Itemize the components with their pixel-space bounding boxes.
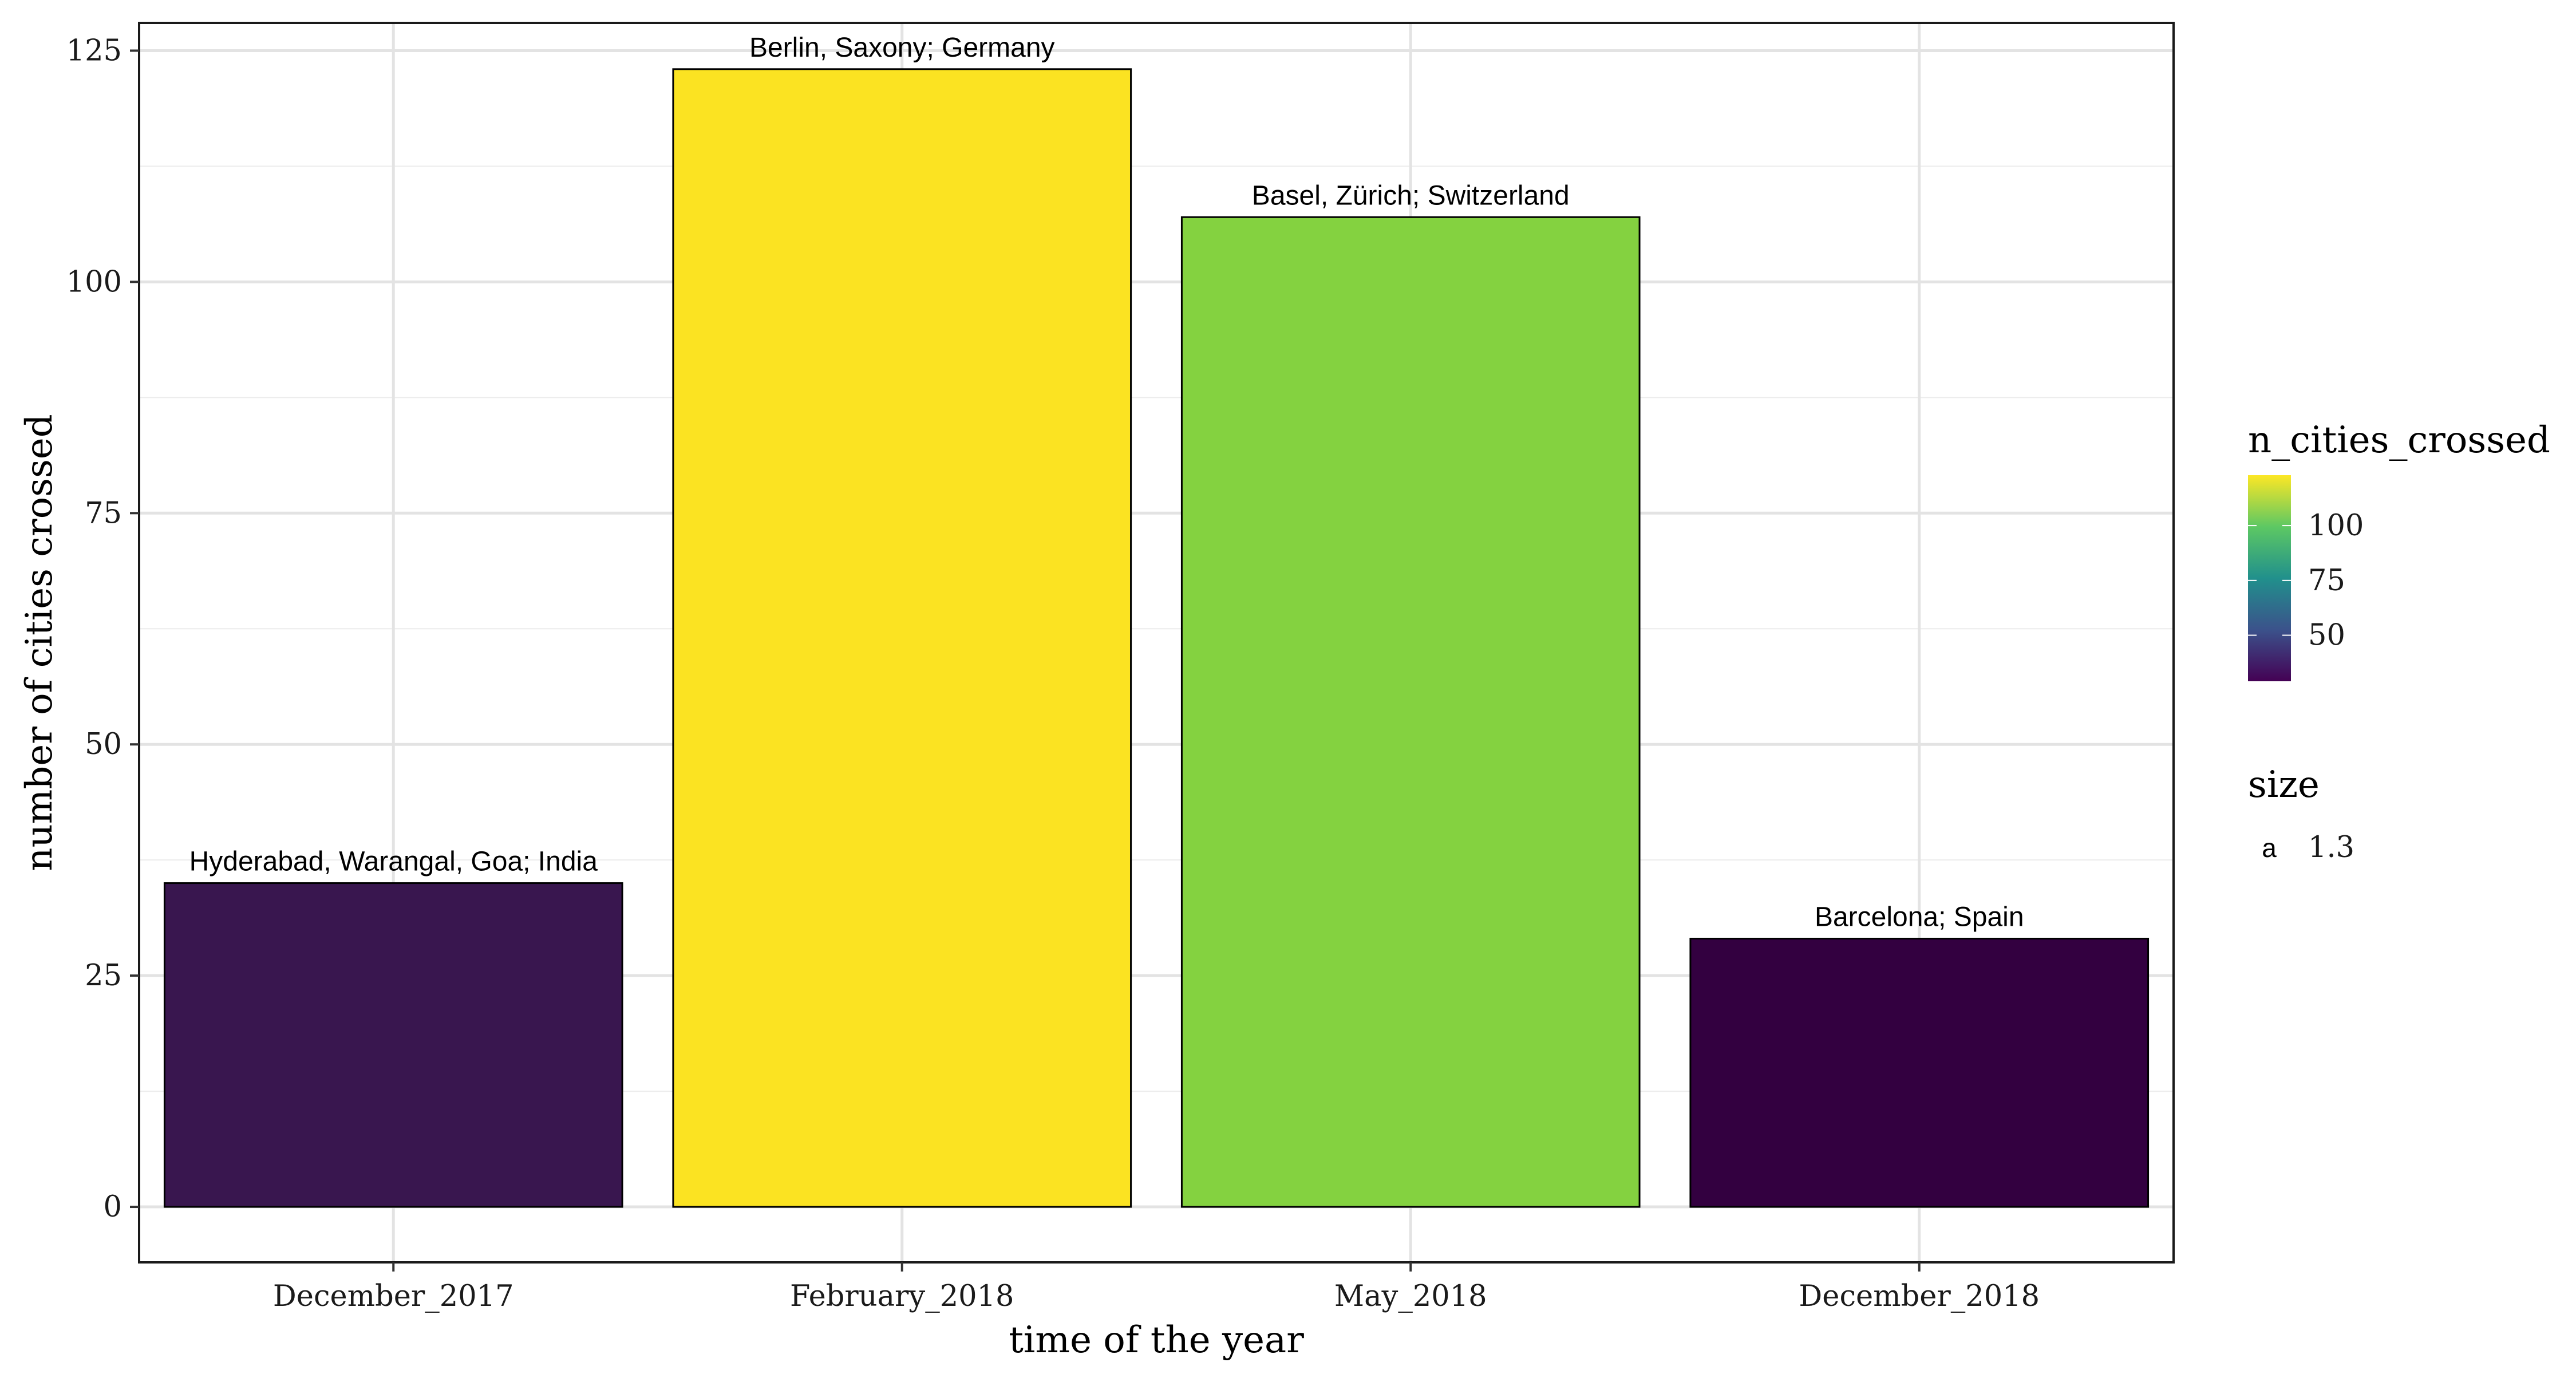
bar-data-label: Berlin, Saxony; Germany — [749, 33, 1055, 63]
legend-colorbar — [2248, 475, 2291, 681]
y-tick-label: 25 — [85, 959, 122, 993]
legend-fill-title: n_cities_crossed — [2248, 419, 2550, 461]
x-axis: December_2017 February_2018 May_2018 Decemb… — [273, 1262, 2040, 1313]
bar-data-label: Barcelona; Spain — [1815, 902, 2024, 933]
bar — [672, 68, 1132, 1208]
y-axis-title: number of cities crossed — [18, 414, 61, 871]
x-tick-label: February_2018 — [790, 1280, 1014, 1313]
bar — [1689, 938, 2150, 1208]
legend-size-title: size — [2248, 764, 2320, 806]
colorbar-tick-label: 100 — [2308, 509, 2364, 543]
x-axis-title: time of the year — [1009, 1319, 1304, 1361]
colorbar-tick-label: 50 — [2308, 619, 2345, 653]
y-tick-label: 50 — [85, 728, 122, 761]
x-tick-label: December_2017 — [273, 1280, 514, 1313]
legend-size-key-glyph: a — [2262, 833, 2277, 863]
y-tick-label: 125 — [66, 34, 122, 68]
legend-colorbar-ticks: 50 75 100 — [2248, 509, 2364, 653]
colorbar-tick-label: 75 — [2308, 564, 2345, 598]
legend: n_cities_crossed 50 75 100 size a 1.3 — [2248, 419, 2550, 864]
bar-data-label: Basel, Zürich; Switzerland — [1252, 180, 1570, 211]
plot-panel-border — [138, 22, 2175, 1264]
bar-labels: Hyderabad, Warangal, Goa; India Berlin, S… — [189, 33, 2024, 933]
y-tick-label: 0 — [104, 1190, 122, 1224]
bar-data-label: Hyderabad, Warangal, Goa; India — [189, 847, 598, 877]
legend-size-value: 1.3 — [2308, 831, 2354, 864]
y-tick-label: 100 — [66, 265, 122, 299]
y-tick-label: 75 — [85, 496, 122, 530]
bar — [1180, 216, 1641, 1208]
y-axis: 0 25 50 75 100 125 — [66, 34, 139, 1224]
x-tick-label: May_2018 — [1334, 1280, 1487, 1313]
bar — [163, 882, 623, 1208]
x-tick-label: December_2018 — [1799, 1280, 2040, 1313]
bars — [163, 68, 2150, 1208]
